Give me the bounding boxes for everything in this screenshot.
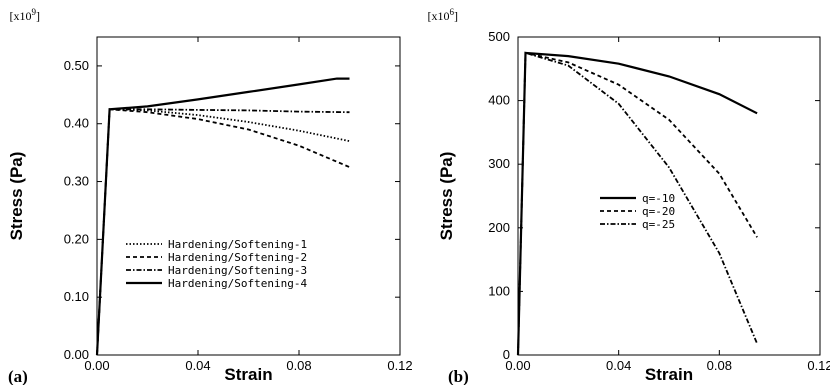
panel-b-series-line-2 bbox=[517, 51, 758, 356]
panel-a-legend-label-2: Hardening/Softening-2 bbox=[168, 251, 307, 264]
panel-a-y-tick-label: 0.10 bbox=[64, 289, 89, 304]
panel-a-series-line-1 bbox=[96, 108, 350, 356]
panel-a-x-tick-label: 0.08 bbox=[286, 358, 311, 373]
panel-a-legend-label-3: Hardening/Softening-3 bbox=[168, 264, 307, 277]
panel-a-series-line-2 bbox=[96, 108, 350, 356]
panel-b-y-tick-label: 200 bbox=[488, 220, 510, 235]
panel-b-x-tick-label: 0.12 bbox=[807, 358, 830, 373]
panel-a-y-axis-title: Stress (Pa) bbox=[7, 152, 26, 241]
panel-a-plot-frame bbox=[96, 36, 401, 356]
panel-a-y-tick-label: 0.30 bbox=[64, 174, 89, 189]
panel-a-x-tick-label: 0.12 bbox=[387, 358, 412, 373]
panel-a-x-tick-label: 0.04 bbox=[185, 358, 210, 373]
panel-b-legend-label-1: q=-10 bbox=[642, 192, 675, 205]
panel-b-y-tick-label: 400 bbox=[488, 93, 510, 108]
panel-b-x-axis-title: Strain bbox=[645, 365, 693, 384]
panel-b-legend-label-2: q=-20 bbox=[642, 205, 675, 218]
panel-b-panel-label: (b) bbox=[448, 367, 469, 385]
panel-a-y-tick-label: 0.40 bbox=[64, 116, 89, 131]
panel-a-y-tick-label: 0.00 bbox=[64, 347, 89, 362]
panel-b-y-tick-label: 300 bbox=[488, 156, 510, 171]
panel-a-chart: 0.00 0.04 0.08 0.12 0.00 0.10 0.20 0.30 0.40 0.50… bbox=[7, 7, 413, 385]
panel-b-x-tick-label: 0.04 bbox=[606, 358, 631, 373]
panel-b-y-multiplier: [x106] bbox=[428, 7, 459, 23]
panel-b-chart: 0.00 0.04 0.08 0.12 0 100 200 300 400 500 Strain St… bbox=[428, 7, 830, 385]
panel-a-legend: Hardening/Softening-1Hardening/Softening… bbox=[126, 238, 307, 290]
panel-b-legend-label-3: q=-25 bbox=[642, 218, 675, 231]
panel-a-y-tick-label: 0.50 bbox=[64, 58, 89, 73]
panel-a-y-multiplier: [x109] bbox=[10, 7, 41, 23]
panel-b-plot-frame bbox=[517, 36, 821, 356]
panel-a-x-axis-title: Strain bbox=[224, 365, 272, 384]
panel-b-y-tick-label: 500 bbox=[488, 29, 510, 44]
panel-b-y-tick-label: 100 bbox=[488, 283, 510, 298]
panel-a-panel-label: (a) bbox=[8, 367, 28, 385]
panel-a-series-line-4 bbox=[95, 77, 350, 356]
panel-a-series-line-3 bbox=[96, 108, 350, 356]
panel-a-x-tick-label: 0.00 bbox=[84, 358, 109, 373]
panel-b-y-tick-label: 0 bbox=[503, 347, 510, 362]
panel-b-legend: q=-10q=-20q=-25 bbox=[600, 192, 675, 231]
panel-b-series-line-1 bbox=[516, 51, 758, 356]
panel-b-x-tick-label: 0.08 bbox=[707, 358, 732, 373]
panel-a-y-tick-label: 0.20 bbox=[64, 231, 89, 246]
panel-b-y-axis-title: Stress (Pa) bbox=[437, 152, 456, 241]
panel-a-legend-label-4: Hardening/Softening-4 bbox=[168, 277, 307, 290]
panel-a-legend-label-1: Hardening/Softening-1 bbox=[168, 238, 307, 251]
panel-b-series-line-3 bbox=[517, 51, 758, 356]
panel-b-x-tick-label: 0.00 bbox=[505, 358, 530, 373]
